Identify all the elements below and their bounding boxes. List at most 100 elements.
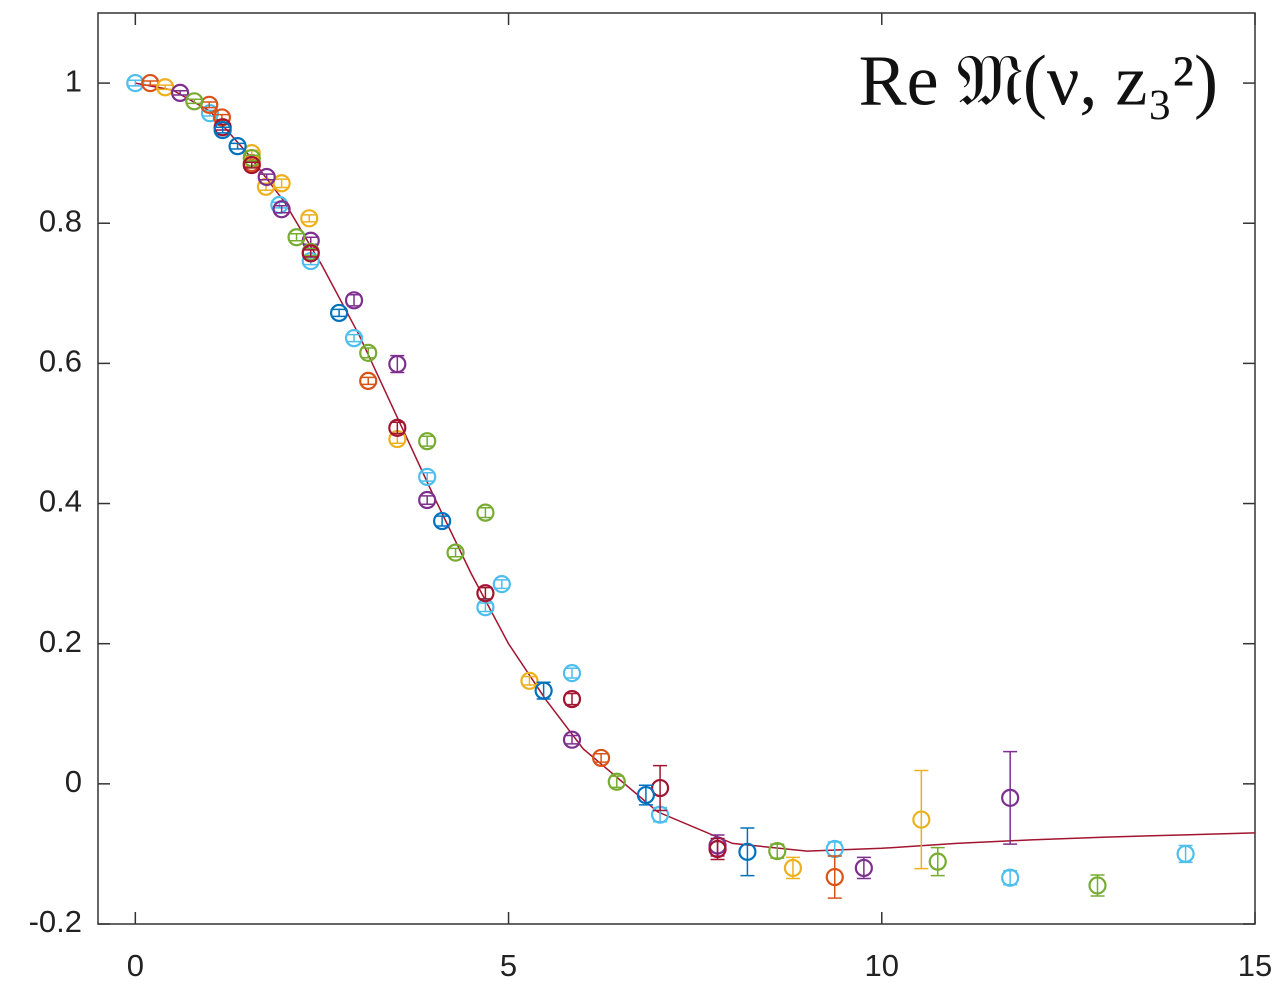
error-bar — [564, 667, 579, 679]
y-tick-label: 1 — [65, 63, 82, 98]
plot-frame — [97, 12, 1256, 925]
marker — [854, 858, 873, 878]
y-tick-label: -0.2 — [29, 904, 82, 939]
marker — [185, 92, 204, 111]
error-bar — [638, 784, 653, 806]
marker — [300, 209, 319, 228]
error-bar — [361, 376, 376, 386]
marker — [242, 155, 261, 175]
y-tick-label: 0.8 — [39, 203, 82, 238]
marker — [476, 503, 495, 522]
marker — [783, 858, 803, 878]
chart-title: Re 𝔐(ν, z₃²) — [859, 41, 1218, 121]
error-bar — [143, 80, 158, 86]
error-bar — [173, 90, 188, 96]
error-bar — [1003, 750, 1018, 845]
marker — [446, 543, 465, 562]
marker — [388, 418, 407, 437]
error-bar — [230, 142, 245, 150]
error-bar — [914, 769, 929, 870]
error-bar — [274, 204, 289, 214]
marker — [1088, 876, 1107, 895]
error-bar — [564, 734, 579, 745]
error-bar — [332, 308, 347, 318]
series — [185, 92, 1107, 897]
marker — [272, 200, 291, 219]
marker — [344, 291, 364, 310]
error-bar — [420, 471, 435, 482]
error-bar — [420, 495, 435, 505]
marker — [534, 681, 553, 700]
series — [126, 73, 1195, 887]
marker — [825, 867, 844, 887]
marker — [592, 748, 611, 768]
marker — [359, 343, 378, 362]
error-bar — [303, 249, 318, 258]
error-bar — [302, 214, 317, 223]
marker — [650, 778, 670, 798]
error-bar — [361, 347, 376, 359]
marker — [1176, 844, 1195, 864]
marker — [171, 83, 190, 102]
marker — [738, 842, 757, 861]
y-tick-label: 0 — [65, 764, 82, 799]
marker — [301, 244, 320, 263]
error-bar — [420, 435, 435, 447]
marker — [607, 772, 626, 791]
marker — [213, 120, 232, 140]
error-bar — [478, 506, 493, 519]
error-bar — [435, 515, 450, 527]
marker — [388, 354, 407, 374]
error-bar — [740, 827, 755, 877]
marker — [636, 785, 655, 805]
error-bar — [522, 675, 537, 686]
error-bar — [215, 126, 230, 134]
marker — [1001, 788, 1020, 807]
x-tick-label: 10 — [865, 948, 899, 983]
error-bar — [202, 101, 217, 109]
marker — [928, 852, 947, 871]
marker — [272, 174, 291, 193]
error-bar — [244, 161, 259, 169]
fit-line — [135, 82, 1256, 852]
error-bar — [128, 79, 143, 87]
marker — [562, 664, 582, 683]
error-bar — [478, 602, 493, 613]
y-tick-label: 0.4 — [39, 484, 82, 519]
marker — [287, 228, 306, 247]
marker — [359, 371, 378, 391]
marker — [912, 810, 931, 829]
error-bar — [347, 333, 362, 343]
error-bar — [259, 173, 274, 181]
y-tick-label: 0.6 — [39, 344, 82, 379]
error-bar — [478, 586, 493, 600]
marker — [433, 511, 452, 531]
marker — [344, 329, 364, 348]
error-bar — [158, 84, 173, 91]
error-bar — [653, 764, 668, 812]
error-bar — [274, 178, 289, 189]
error-bar — [289, 232, 304, 242]
error-bar — [827, 855, 842, 899]
x-tick-label: 15 — [1238, 948, 1272, 983]
error-bar — [448, 547, 463, 558]
series — [156, 78, 931, 880]
marker — [562, 730, 582, 749]
series — [213, 120, 757, 877]
marker — [1001, 868, 1020, 887]
marker — [418, 432, 437, 451]
marker — [520, 671, 539, 690]
error-bar — [347, 293, 362, 307]
error-bar — [494, 579, 509, 590]
x-tick-label: 5 — [500, 948, 517, 983]
marker — [418, 490, 437, 510]
marker — [476, 584, 495, 603]
y-tick-label: 0.2 — [39, 624, 82, 659]
x-tick-label: 0 — [127, 948, 144, 983]
error-bar — [930, 846, 945, 877]
series — [141, 73, 844, 899]
marker — [492, 575, 511, 594]
error-bar — [564, 692, 579, 706]
marker — [768, 842, 787, 861]
